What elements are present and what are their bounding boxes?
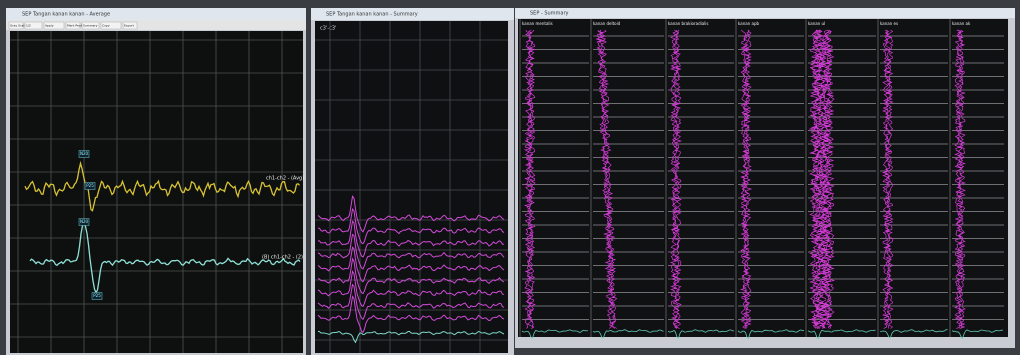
window-title: SEP - Summary: [530, 11, 569, 17]
trace-label: (B) ch1-ch2 - (2): [262, 255, 303, 261]
toolbar-label: Gray Scale: [10, 24, 26, 28]
toolbar-label: Apply: [45, 24, 54, 28]
peak-label: N20: [80, 151, 89, 156]
column-header: kanan brakioradialis: [668, 21, 709, 26]
trace-label: ch1-ch2 - (Avg): [266, 176, 304, 182]
toolbar-label: Copy: [102, 24, 110, 28]
title-bar: [515, 8, 1015, 18]
peak-label: P25: [93, 293, 101, 298]
column-header: kanan es: [880, 21, 898, 26]
column-header: kanan deltoid: [593, 21, 621, 26]
screen-photo: SEP Tangan kanan kanan - Average SEP Tan…: [0, 0, 1020, 355]
window-title: SEP Tangan kanan kanan - Average: [22, 12, 110, 18]
toolbar-label: Export: [124, 24, 135, 28]
column-header: kanan apb: [738, 21, 759, 26]
column-header: kanan ak: [952, 21, 971, 26]
toolbar-label: 1/2: [26, 24, 31, 28]
channel-label: c3'-c3': [320, 26, 336, 32]
peak-label: N20: [80, 219, 89, 224]
peak-label: P25: [86, 183, 94, 188]
column-header: kanan mentalis: [522, 21, 553, 26]
toolbar-label: Summary: [83, 24, 98, 28]
window-title: SEP Tangan kanan kanan - Summary: [326, 12, 418, 18]
plot-area: [518, 19, 1008, 337]
column-header: kanan ul: [808, 21, 825, 26]
